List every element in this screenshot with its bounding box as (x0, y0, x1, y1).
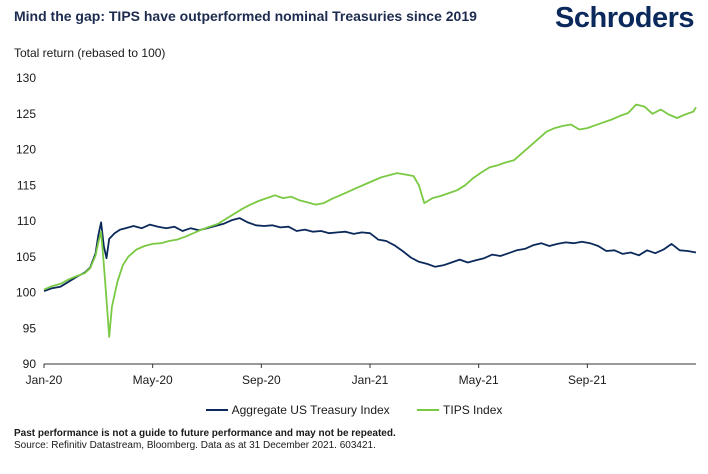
x-tick-label: May-21 (459, 373, 499, 387)
x-tick-label: Jan-20 (26, 373, 63, 387)
y-tick-label: 115 (17, 178, 36, 192)
line-chart: 90 95 100 105 110 115 120 125 130 Jan-20 May-20 Se… (16, 71, 697, 387)
legend-swatch-treasury (205, 409, 228, 411)
x-axis: Jan-20 May-20 Sep-20 Jan-21 May-21 Sep-21 (26, 364, 607, 387)
y-tick-label: 120 (16, 143, 36, 157)
x-tick-label: Sep-21 (568, 373, 607, 387)
chart-title: Mind the gap: TIPS have outperformed nom… (14, 8, 477, 24)
series-line-treasury (43, 217, 697, 292)
legend-label-treasury: Aggregate US Treasury Index (231, 403, 390, 417)
y-tick-label: 110 (17, 214, 36, 228)
x-tick-label: Sep-20 (242, 373, 281, 387)
y-tick-label: 100 (16, 286, 36, 300)
source-note: Source: Refinitiv Datastream, Bloomberg.… (14, 440, 376, 451)
y-tick-label: 125 (16, 107, 36, 121)
y-tick-label: 95 (23, 321, 37, 335)
legend-label-tips: TIPS Index (443, 403, 503, 417)
disclaimer: Past performance is not a guide to futur… (14, 428, 396, 439)
legend-item-treasury: Aggregate US Treasury Index (205, 403, 390, 417)
legend-swatch-tips (417, 409, 440, 411)
footer: Past performance is not a guide to futur… (14, 428, 396, 452)
y-axis: 90 95 100 105 110 115 120 125 130 (16, 71, 36, 371)
y-axis-label: Total return (rebased to 100) (14, 46, 166, 60)
y-tick-label: 90 (23, 357, 37, 371)
series-group (43, 103, 697, 338)
x-tick-label: May-20 (133, 373, 173, 387)
series-line-tips (43, 103, 697, 338)
y-tick-label: 105 (16, 250, 36, 264)
legend-item-tips: TIPS Index (417, 403, 502, 417)
y-tick-label: 130 (16, 71, 36, 85)
schroders-logo: Schroders (555, 2, 694, 34)
legend: Aggregate US Treasury Index TIPS Index (0, 400, 708, 417)
x-tick-label: Jan-21 (352, 373, 389, 387)
